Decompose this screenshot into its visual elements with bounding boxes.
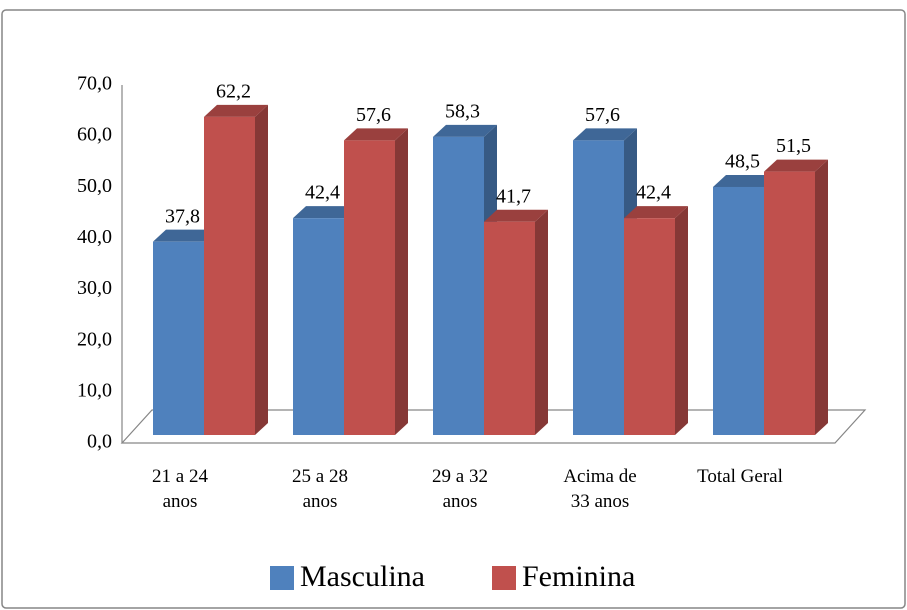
bar-side — [255, 104, 268, 436]
bar — [293, 218, 344, 435]
legend-swatch — [492, 566, 516, 590]
bar — [153, 241, 204, 435]
y-tick-label: 40,0 — [77, 226, 112, 248]
data-label: 51,5 — [776, 135, 811, 157]
bar-top — [484, 209, 548, 222]
y-tick-label: 0,0 — [87, 431, 112, 453]
x-tick-label: 21 a 24 anos — [152, 466, 208, 512]
data-label: 37,8 — [165, 205, 200, 227]
data-label: 58,3 — [445, 100, 480, 122]
data-label: 48,5 — [725, 151, 760, 173]
y-tick-label: 20,0 — [77, 328, 112, 350]
floor — [120, 409, 867, 444]
legend-label: Masculina — [300, 560, 425, 593]
x-tick-label: Total Geral — [697, 466, 783, 487]
y-tick-label: 60,0 — [77, 124, 112, 146]
bar-top — [433, 124, 497, 137]
bar-top — [293, 206, 357, 219]
bar-top — [624, 206, 688, 219]
x-tick-label: Acima de 33 anos — [563, 466, 637, 512]
bar-top — [204, 104, 268, 117]
data-label: 57,6 — [585, 104, 620, 126]
y-tick-label: 10,0 — [77, 379, 112, 401]
bar-top — [344, 128, 408, 141]
bar — [204, 116, 255, 436]
bar-top — [713, 174, 777, 187]
legend-swatch — [270, 566, 294, 590]
x-tick-label: 29 a 32 anos — [432, 466, 488, 512]
data-label: 57,6 — [356, 104, 391, 126]
x-tick-label: 25 a 28 anos — [292, 466, 348, 512]
bar-side — [815, 159, 828, 435]
bar — [344, 140, 395, 435]
y-tick-label: 50,0 — [77, 175, 112, 197]
bar-top — [573, 128, 637, 141]
y-tick-label: 30,0 — [77, 277, 112, 299]
bar — [573, 140, 624, 435]
data-label: 42,4 — [636, 182, 671, 204]
bar — [484, 221, 535, 435]
bar — [624, 218, 675, 435]
bar-top — [153, 229, 217, 242]
data-label: 42,4 — [305, 182, 340, 204]
y-tick-label: 70,0 — [77, 73, 112, 95]
bar — [764, 171, 815, 435]
bar — [713, 186, 764, 435]
bar-side — [535, 209, 548, 435]
bar — [433, 136, 484, 435]
data-label: 62,2 — [216, 80, 251, 102]
data-label: 41,7 — [496, 185, 531, 207]
bar-side — [675, 206, 688, 435]
bar-top — [764, 159, 828, 172]
legend-label: Feminina — [522, 560, 635, 593]
bar-side — [395, 128, 408, 435]
